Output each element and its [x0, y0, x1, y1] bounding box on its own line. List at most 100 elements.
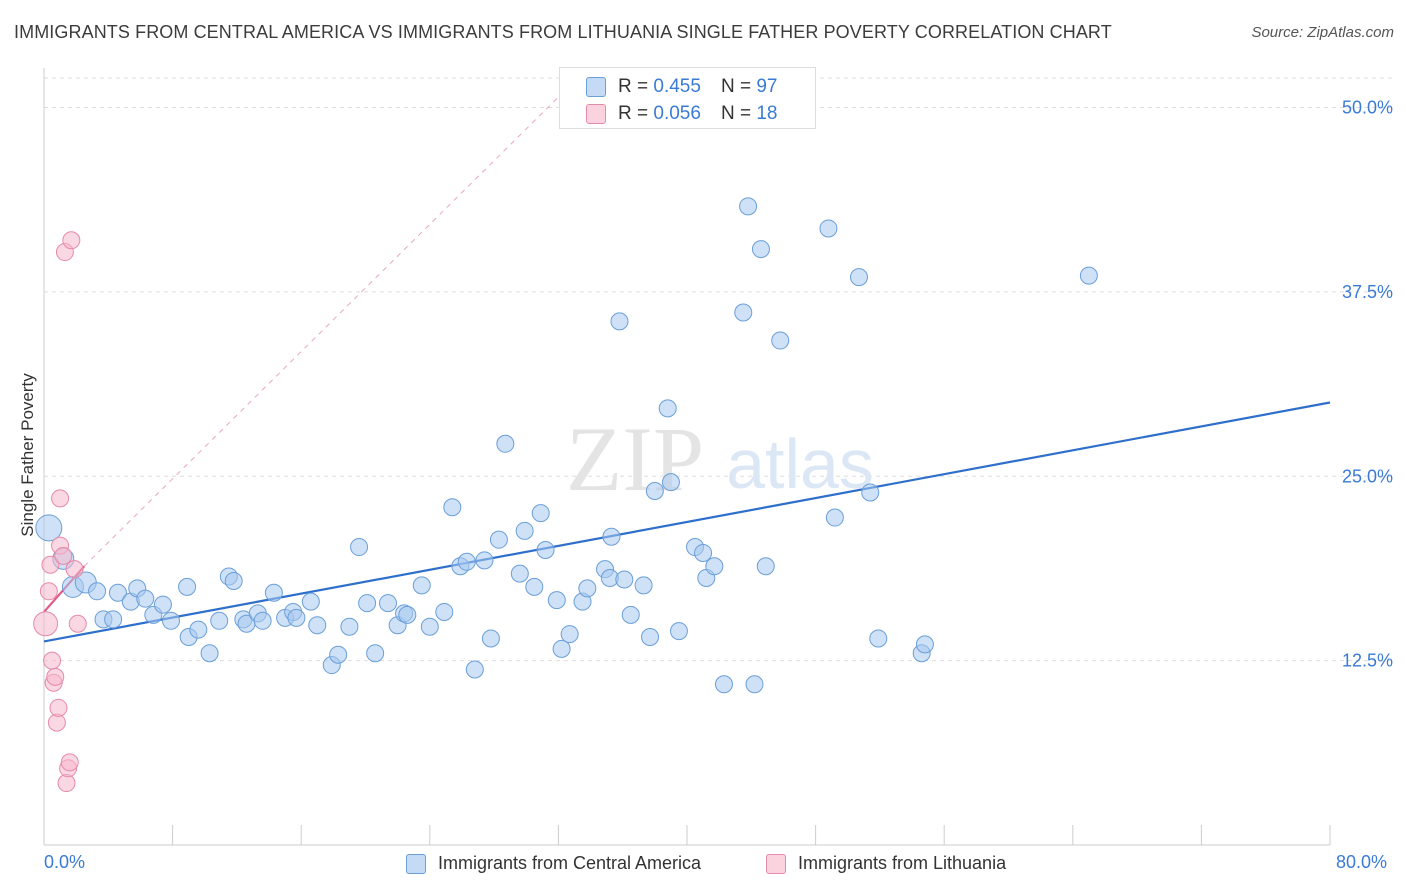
r-label: R = — [618, 103, 649, 124]
point-lithuania — [39, 582, 58, 601]
point-central-america — [641, 628, 660, 647]
point-central-america — [489, 530, 508, 549]
point-central-america — [161, 611, 180, 630]
point-central-america — [224, 571, 243, 590]
point-central-america — [308, 616, 327, 635]
point-central-america — [751, 240, 770, 259]
legend-label: Immigrants from Central America — [438, 853, 702, 873]
point-central-america — [379, 594, 398, 613]
y-tick-label: 37.5% — [1342, 282, 1393, 302]
point-central-america — [745, 675, 764, 694]
point-central-america — [578, 579, 597, 598]
point-central-america — [531, 504, 550, 523]
point-central-america — [350, 538, 369, 557]
point-central-america — [825, 508, 844, 527]
point-central-america — [536, 541, 555, 559]
r-value: 0.455 — [653, 76, 701, 97]
point-central-america — [340, 617, 359, 636]
point-central-america — [739, 197, 758, 216]
point-central-america — [481, 629, 500, 648]
y-tick-label: 25.0% — [1342, 466, 1393, 486]
point-central-america — [602, 527, 621, 546]
point-central-america — [475, 551, 494, 570]
point-central-america — [287, 608, 306, 627]
chart-title: IMMIGRANTS FROM CENTRAL AMERICA VS IMMIG… — [14, 22, 1112, 42]
legend-swatch-pink — [766, 853, 786, 874]
point-central-america — [153, 595, 172, 614]
legend-item-central-america[interactable]: Immigrants from Central America — [406, 853, 701, 874]
point-central-america — [694, 543, 713, 562]
point-central-america — [915, 635, 934, 654]
point-central-america — [465, 660, 484, 679]
data-points — [33, 197, 1098, 793]
stats-row-lithuania: R = 0.056 N = 18 — [586, 103, 777, 125]
point-central-america — [210, 611, 229, 630]
point-central-america — [88, 582, 107, 601]
point-central-america — [329, 645, 348, 664]
point-central-america — [510, 564, 529, 583]
point-lithuania — [43, 651, 62, 670]
point-central-america — [705, 557, 724, 576]
trend-lines — [43, 77, 1331, 643]
point-central-america — [756, 557, 775, 576]
point-central-america — [253, 611, 272, 630]
legend-swatch-blue — [406, 853, 426, 874]
point-central-america — [552, 639, 571, 658]
point-central-america — [189, 620, 208, 639]
x-tick-label-min: 0.0% — [44, 852, 86, 872]
y-tick-label: 50.0% — [1342, 98, 1393, 118]
point-central-america — [515, 521, 534, 540]
point-lithuania — [68, 614, 87, 633]
point-central-america — [496, 434, 515, 453]
point-lithuania — [33, 611, 59, 637]
axes — [43, 68, 1331, 846]
point-central-america — [560, 625, 579, 644]
point-central-america — [525, 577, 544, 596]
point-lithuania — [51, 489, 70, 508]
point-lithuania — [54, 546, 73, 565]
watermark-zip: ZIP — [566, 408, 704, 510]
point-central-america — [108, 583, 127, 602]
point-central-america — [634, 576, 653, 595]
point-lithuania — [62, 231, 81, 250]
legend-label: Immigrants from Lithuania — [798, 853, 1007, 873]
point-central-america — [621, 605, 640, 624]
point-central-america — [264, 583, 283, 602]
stats-box: R = 0.455 N = 97 R = 0.056 N = 18 — [559, 67, 816, 129]
point-central-america — [435, 602, 454, 621]
r-value: 0.056 — [653, 103, 701, 124]
point-central-america — [420, 617, 439, 636]
point-central-america — [861, 483, 880, 502]
point-central-america — [104, 610, 123, 629]
point-central-america — [850, 268, 869, 287]
y-tick-labels: 12.5% 25.0% 37.5% 50.0% — [1342, 98, 1393, 671]
r-label: R = — [618, 76, 649, 97]
point-lithuania — [49, 698, 68, 717]
legend-item-lithuania[interactable]: Immigrants from Lithuania — [766, 853, 1006, 874]
point-central-america — [610, 312, 629, 331]
point-central-america — [457, 552, 476, 571]
point-central-america — [615, 570, 634, 589]
point-central-america — [645, 482, 664, 500]
point-central-america — [200, 644, 219, 663]
point-central-america — [35, 514, 63, 542]
stats-swatch-blue — [586, 77, 606, 97]
source-label: Source: ZipAtlas.com — [1251, 24, 1394, 41]
n-value: 97 — [756, 76, 778, 97]
point-central-america — [714, 675, 733, 694]
n-label: N = — [720, 76, 752, 97]
point-central-america — [869, 629, 888, 648]
point-central-america — [398, 605, 417, 624]
point-central-america — [661, 473, 680, 492]
point-central-america — [1079, 266, 1098, 285]
point-central-america — [734, 303, 753, 322]
stats-row-central-america: R = 0.455 N = 97 — [586, 76, 777, 98]
n-value: 18 — [756, 103, 778, 124]
point-lithuania — [41, 555, 60, 574]
point-central-america — [301, 592, 320, 611]
y-tick-label: 12.5% — [1342, 651, 1393, 671]
x-tick-label-max: 80.0% — [1336, 852, 1388, 872]
point-central-america — [358, 594, 377, 613]
stats-swatch-pink — [586, 104, 606, 124]
